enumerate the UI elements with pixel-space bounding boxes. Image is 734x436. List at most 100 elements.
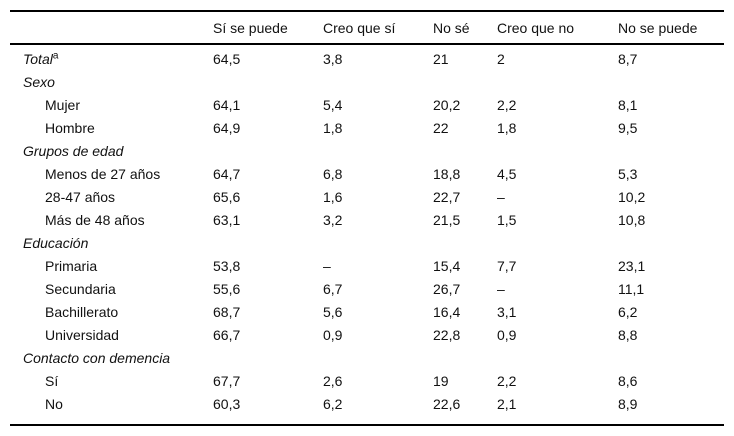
cell: 2,2	[497, 372, 517, 389]
cell: 4,5	[497, 165, 517, 182]
cell: 15,4	[433, 257, 461, 274]
cell: 6,2	[618, 303, 638, 320]
column-header-no-se: No sé	[433, 12, 497, 45]
row-label: Hombre	[45, 119, 95, 136]
cell: 23,1	[618, 257, 646, 274]
cell: 3,8	[323, 50, 343, 67]
cell: 64,9	[213, 119, 241, 136]
cell: 64,5	[213, 50, 241, 67]
table-row-primaria: Primaria 53,8 – 15,4 7,7 23,1	[10, 254, 724, 277]
table-row-secundaria: Secundaria 55,6 6,7 26,7 – 11,1	[10, 277, 724, 300]
cell: 20,2	[433, 96, 461, 113]
column-header-creo-que-si: Creo que sí	[323, 12, 433, 45]
column-header-no-se-puede: No se puede	[618, 12, 724, 45]
cell: 11,1	[618, 280, 645, 297]
cell: 0,9	[497, 326, 517, 343]
row-label: Más de 48 años	[45, 211, 145, 228]
table-row-section-contacto-con-demencia: Contacto con demencia	[10, 346, 724, 369]
row-label: 28-47 años	[45, 188, 116, 205]
table-row-universidad: Universidad 66,7 0,9 22,8 0,9 8,8	[10, 323, 724, 346]
column-header-creo-que-no: Creo que no	[497, 12, 618, 45]
table-row-bachillerato: Bachillerato 68,7 5,6 16,4 3,1 6,2	[10, 300, 724, 323]
cell	[618, 346, 724, 369]
cell	[497, 346, 618, 369]
cell: 10,2	[618, 188, 646, 205]
cell	[213, 346, 323, 369]
row-label: Sí	[45, 372, 59, 389]
table-row-hombre: Hombre 64,9 1,8 22 1,8 9,5	[10, 116, 724, 139]
cell: 7,7	[497, 257, 517, 274]
cell: 2	[497, 50, 505, 67]
cell: 21	[433, 50, 449, 67]
cell: 5,3	[618, 165, 638, 182]
table-row-28-47: 28-47 años 65,6 1,6 22,7 – 10,2	[10, 185, 724, 208]
cell	[433, 70, 497, 93]
cell: 19	[433, 372, 449, 389]
row-label: Primaria	[45, 257, 98, 274]
header-row: Sí se puede Creo que sí No sé Creo que n…	[10, 12, 724, 45]
statistics-table: Sí se puede Creo que sí No sé Creo que n…	[10, 12, 724, 415]
cell: 22,7	[433, 188, 461, 205]
cell: 9,5	[618, 119, 638, 136]
cell: 65,6	[213, 188, 241, 205]
cell	[433, 139, 497, 162]
cell: 2,2	[497, 96, 517, 113]
cell: 6,7	[323, 280, 343, 297]
cell: 1,6	[323, 188, 343, 205]
cell: –	[497, 280, 505, 297]
cell	[323, 346, 433, 369]
cell	[213, 231, 323, 254]
cell	[323, 139, 433, 162]
cell: 22	[433, 119, 449, 136]
cell: 16,4	[433, 303, 461, 320]
cell: 1,8	[323, 119, 343, 136]
row-label: Mujer	[45, 96, 81, 113]
cell: 64,7	[213, 165, 241, 182]
cell: 5,4	[323, 96, 343, 113]
table-row-section-grupos-de-edad: Grupos de edad	[10, 139, 724, 162]
cell: 6,2	[323, 395, 343, 412]
table-row-contacto-si: Sí 67,7 2,6 19 2,2 8,6	[10, 369, 724, 392]
table-row-mujer: Mujer 64,1 5,4 20,2 2,2 8,1	[10, 93, 724, 116]
cell	[618, 139, 724, 162]
cell	[497, 70, 618, 93]
section-label: Educación	[23, 234, 89, 251]
cell: 2,6	[323, 372, 343, 389]
footnote-marker: a	[52, 49, 59, 61]
row-label-text: Total	[23, 50, 53, 67]
section-label: Sexo	[23, 73, 55, 90]
cell	[323, 70, 433, 93]
cell	[497, 231, 618, 254]
cell: 2,1	[497, 395, 517, 412]
cell	[213, 70, 323, 93]
cell: 26,7	[433, 280, 461, 297]
cell	[433, 346, 497, 369]
cell: 60,3	[213, 395, 241, 412]
row-label: No	[45, 395, 63, 412]
cell: –	[497, 188, 505, 205]
cell: 66,7	[213, 326, 241, 343]
row-label: Bachillerato	[45, 303, 119, 320]
cell: 8,7	[618, 50, 638, 67]
cell: 53,8	[213, 257, 241, 274]
row-label: Menos de 27 años	[45, 165, 161, 182]
cell	[213, 139, 323, 162]
cell: 63,1	[213, 211, 241, 228]
cell	[323, 231, 433, 254]
cell: 5,6	[323, 303, 343, 320]
cell: –	[323, 257, 331, 274]
row-label: Secundaria	[45, 280, 116, 297]
table-row-menos-de-27: Menos de 27 años 64,7 6,8 18,8 4,5 5,3	[10, 162, 724, 185]
cell: 22,8	[433, 326, 461, 343]
cell: 3,1	[497, 303, 517, 320]
cell: 67,7	[213, 372, 241, 389]
cell: 8,8	[618, 326, 638, 343]
table-row-section-educacion: Educación	[10, 231, 724, 254]
table-row-section-sexo: Sexo	[10, 70, 724, 93]
column-header-si-se-puede: Sí se puede	[213, 12, 323, 45]
cell	[497, 139, 618, 162]
cell	[618, 231, 724, 254]
cell: 1,8	[497, 119, 517, 136]
column-header-empty	[10, 12, 213, 45]
cell: 64,1	[213, 96, 241, 113]
